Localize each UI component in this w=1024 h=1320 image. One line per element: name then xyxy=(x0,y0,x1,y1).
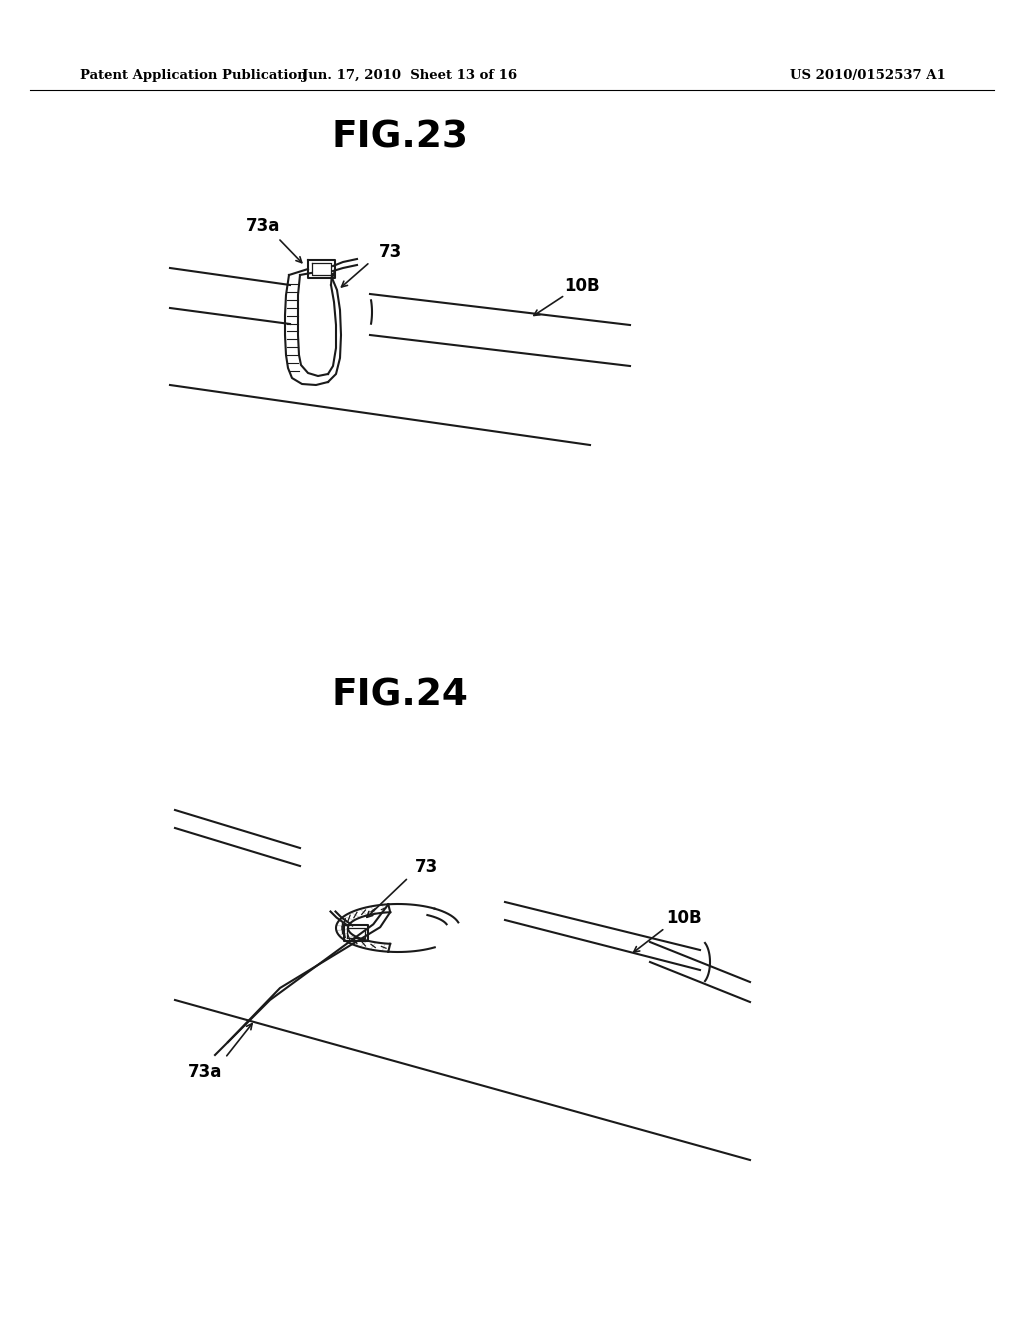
Text: 73: 73 xyxy=(415,858,438,876)
Text: FIG.24: FIG.24 xyxy=(332,677,468,713)
Text: 10B: 10B xyxy=(667,909,701,927)
Text: Patent Application Publication: Patent Application Publication xyxy=(80,69,307,82)
Text: 73a: 73a xyxy=(187,1063,222,1081)
Text: US 2010/0152537 A1: US 2010/0152537 A1 xyxy=(790,69,946,82)
Text: FIG.23: FIG.23 xyxy=(332,120,469,156)
Text: 10B: 10B xyxy=(564,277,600,294)
Text: 73: 73 xyxy=(379,243,401,261)
Text: 73a: 73a xyxy=(246,216,281,235)
Text: Jun. 17, 2010  Sheet 13 of 16: Jun. 17, 2010 Sheet 13 of 16 xyxy=(302,69,517,82)
